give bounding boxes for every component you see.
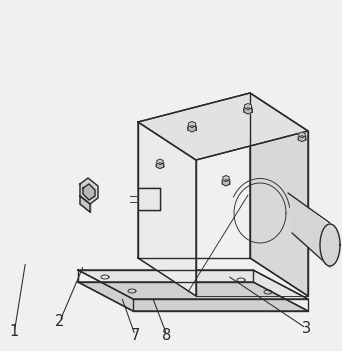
Polygon shape [298, 134, 306, 141]
Polygon shape [222, 178, 230, 186]
Polygon shape [138, 93, 308, 160]
Polygon shape [245, 104, 251, 110]
Polygon shape [80, 196, 90, 212]
Polygon shape [188, 124, 196, 132]
Polygon shape [320, 224, 340, 266]
Text: 8: 8 [162, 328, 172, 343]
Polygon shape [250, 93, 308, 296]
Polygon shape [138, 122, 196, 296]
Polygon shape [188, 121, 196, 127]
Polygon shape [80, 178, 98, 204]
Polygon shape [138, 188, 160, 210]
Polygon shape [83, 184, 95, 200]
Polygon shape [157, 159, 163, 165]
Polygon shape [223, 176, 229, 181]
Polygon shape [288, 193, 332, 265]
Text: 2: 2 [55, 314, 65, 329]
Text: 7: 7 [130, 328, 140, 343]
Polygon shape [156, 161, 164, 168]
Polygon shape [78, 282, 308, 311]
Text: 3: 3 [302, 321, 311, 336]
Polygon shape [78, 270, 308, 299]
Polygon shape [299, 132, 305, 138]
Polygon shape [244, 106, 252, 114]
Text: 1: 1 [10, 324, 19, 339]
